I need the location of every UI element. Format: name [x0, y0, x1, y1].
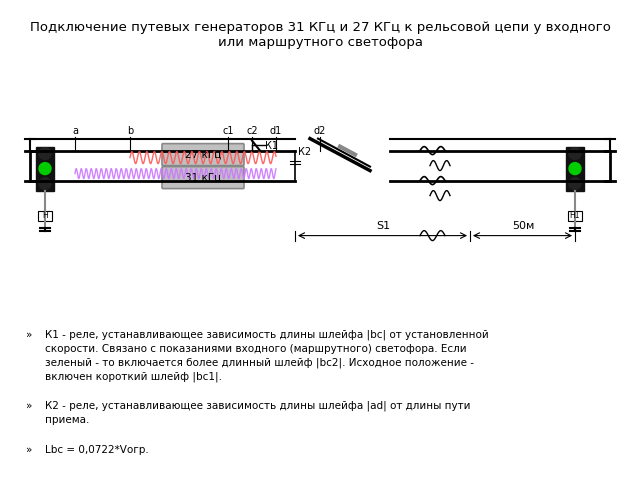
Circle shape — [39, 163, 51, 175]
Bar — [566, 146, 584, 191]
Text: »: » — [26, 329, 32, 339]
Text: Н: Н — [42, 211, 48, 220]
Text: 50м: 50м — [512, 221, 534, 230]
Text: К2: К2 — [298, 146, 311, 156]
Bar — [38, 211, 52, 221]
FancyBboxPatch shape — [162, 144, 244, 166]
FancyBboxPatch shape — [162, 167, 244, 189]
Text: Lbc = 0,0722*Vогр.: Lbc = 0,0722*Vогр. — [45, 445, 148, 455]
Text: d2: d2 — [314, 126, 326, 136]
Circle shape — [569, 148, 581, 159]
Text: »: » — [26, 445, 32, 455]
Text: d1: d1 — [270, 126, 282, 136]
Text: S1: S1 — [376, 221, 390, 230]
Circle shape — [39, 178, 51, 190]
Text: c2: c2 — [246, 126, 258, 136]
Circle shape — [39, 148, 51, 159]
Text: 27 кГц: 27 кГц — [185, 150, 221, 159]
Text: a: a — [72, 126, 78, 136]
Bar — [568, 211, 582, 221]
Text: К2 - реле, устанавливающее зависимость длины шлейфа |ad| от длины пути
приема.: К2 - реле, устанавливающее зависимость д… — [45, 401, 470, 425]
Circle shape — [569, 178, 581, 190]
Text: Подключение путевых генераторов 31 КГц и 27 КГц к рельсовой цепи у входного
или : Подключение путевых генераторов 31 КГц и… — [29, 21, 611, 49]
Text: c1: c1 — [222, 126, 234, 136]
Circle shape — [569, 163, 581, 175]
Text: К1: К1 — [265, 141, 278, 151]
Text: Н1: Н1 — [570, 211, 580, 220]
Text: 31 кГц: 31 кГц — [185, 173, 221, 182]
Text: К1 - реле, устанавливающее зависимость длины шлейфа |bc| от установленной
скорос: К1 - реле, устанавливающее зависимость д… — [45, 329, 488, 382]
Text: »: » — [26, 401, 32, 411]
Bar — [36, 146, 54, 191]
Text: b: b — [127, 126, 133, 136]
